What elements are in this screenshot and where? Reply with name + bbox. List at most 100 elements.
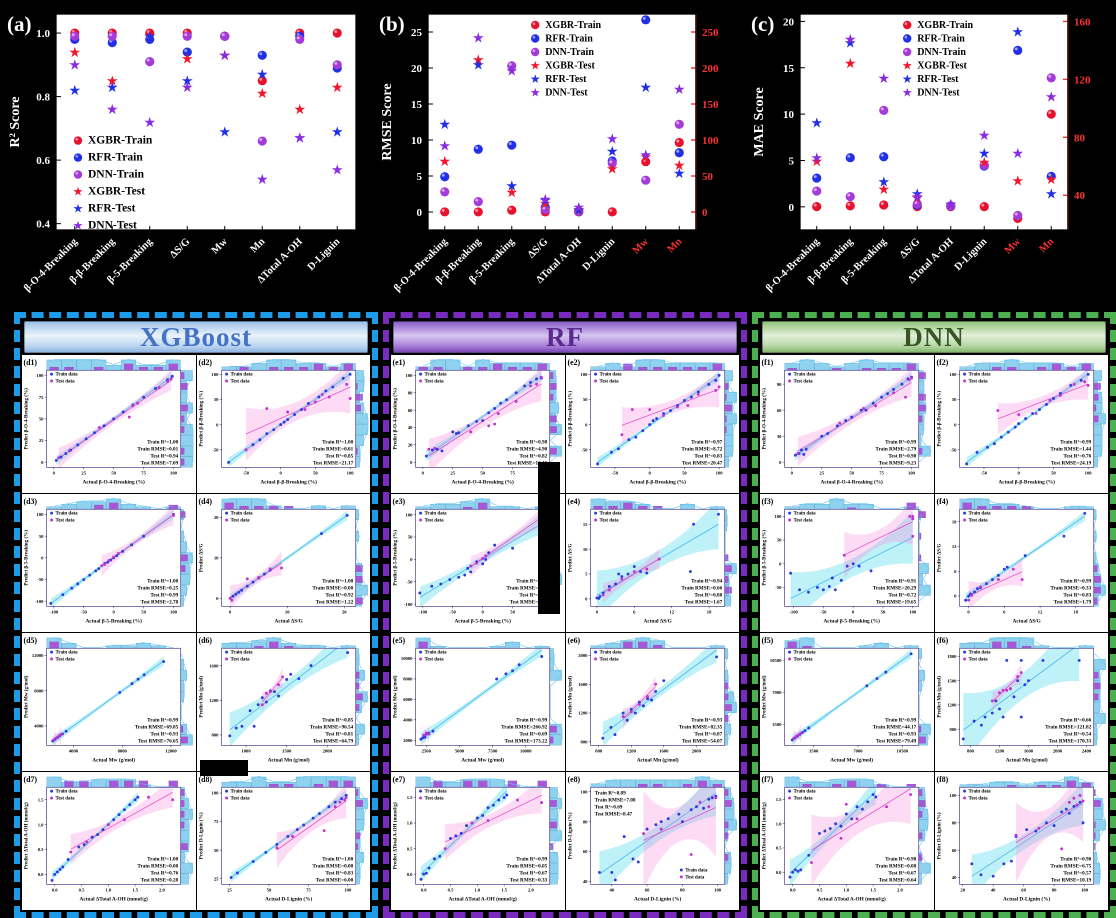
train-point bbox=[142, 673, 146, 677]
x-tick: 25 bbox=[227, 889, 232, 894]
data-point-star: ★ bbox=[639, 148, 652, 164]
test-point bbox=[601, 593, 605, 597]
data-point-star: ★ bbox=[438, 138, 451, 154]
test-point bbox=[117, 552, 120, 555]
data-point-circle bbox=[812, 186, 822, 196]
y-tick: 25 bbox=[213, 877, 218, 882]
stats-line: Test R²=0.99 bbox=[519, 593, 547, 599]
test-point bbox=[57, 734, 61, 738]
train-point bbox=[448, 578, 452, 581]
x-tick: 3500 bbox=[809, 750, 819, 755]
test-point bbox=[320, 392, 324, 396]
test-point bbox=[264, 691, 268, 695]
y-tick: 40 bbox=[951, 876, 956, 881]
y-axis-label: MAE Score bbox=[752, 87, 767, 156]
train-point bbox=[1006, 430, 1010, 434]
test-point bbox=[166, 380, 169, 383]
train-point bbox=[422, 872, 426, 876]
test-point bbox=[1081, 799, 1084, 803]
y-tick: -50 bbox=[212, 448, 219, 453]
stats-line: Test RMSE=8.47 bbox=[594, 811, 632, 817]
train-point bbox=[661, 412, 665, 415]
legend-label: RFR-Test bbox=[917, 74, 959, 85]
train-point bbox=[245, 584, 249, 588]
y-tick: 40 bbox=[582, 880, 587, 885]
train-point bbox=[251, 860, 255, 863]
data-point-star: ★ bbox=[572, 202, 585, 218]
y-tick: 20 bbox=[408, 444, 413, 449]
y-tick: 60 bbox=[777, 409, 782, 414]
test-point bbox=[268, 567, 272, 571]
panel-r2-score: 0.4 0.6 0.8 1.0 β-O-4-Breaking β-β-Breaking β-… bbox=[4, 4, 370, 304]
parity-plot-d8: 25 50 75 100 25 50 75 100 Train data Test data Tra… bbox=[196, 772, 370, 910]
stats-line: Train RMSE=0.66 bbox=[681, 586, 722, 592]
train-point bbox=[864, 408, 868, 412]
legend-label: Test data bbox=[230, 519, 250, 524]
y-tick: 1.5 bbox=[776, 798, 782, 803]
subplot-label: (f4) bbox=[936, 497, 948, 506]
x-tick: 75 bbox=[510, 472, 515, 477]
r2-score-chart: 0.40.60.81.0β-O-4-Breakingβ-β-Breakingβ-… bbox=[4, 4, 370, 304]
train-point bbox=[641, 704, 645, 708]
y-axis-label: Predict ΔS/G bbox=[567, 544, 573, 573]
train-point bbox=[869, 569, 873, 573]
x-tick: 1200 bbox=[626, 750, 636, 755]
x-tick: 20 bbox=[341, 611, 346, 616]
y-tick: 0 bbox=[417, 207, 423, 219]
stats-line: Test RMSE=0.28 bbox=[141, 877, 179, 883]
y-tick: 15 bbox=[411, 99, 423, 111]
train-point bbox=[449, 836, 452, 840]
train-point bbox=[621, 711, 625, 715]
stats-line: Test R²=0.69 bbox=[519, 732, 547, 738]
x-tick: 60 bbox=[644, 889, 649, 894]
test-point bbox=[607, 588, 611, 592]
train-point bbox=[985, 445, 989, 449]
train-point bbox=[1052, 824, 1056, 827]
y-tick: 1200 bbox=[578, 712, 588, 717]
y-tick: 20 bbox=[411, 63, 423, 75]
x-tick: 0 bbox=[482, 611, 485, 616]
y-tick: 50 bbox=[213, 398, 218, 403]
data-point-circle bbox=[332, 60, 342, 70]
x-axis-label: Actual Mw (g/mol) bbox=[92, 757, 135, 764]
train-point bbox=[345, 513, 349, 517]
train-point bbox=[633, 711, 637, 715]
train-point bbox=[1059, 810, 1063, 814]
data-point-star: ★ bbox=[181, 80, 194, 96]
x-tick: -50 bbox=[81, 611, 88, 616]
train-point bbox=[975, 587, 979, 591]
data-point-star: ★ bbox=[673, 158, 686, 174]
x-tick: 50 bbox=[141, 611, 146, 616]
x-tick: 1600 bbox=[659, 750, 669, 755]
train-point bbox=[609, 450, 613, 454]
x-tick: 100 bbox=[1084, 472, 1092, 477]
data-point-star: ★ bbox=[472, 52, 485, 68]
data-point-star: ★ bbox=[810, 115, 823, 131]
model-header-rf: RF bbox=[393, 321, 737, 353]
test-point bbox=[539, 375, 543, 379]
data-point-star: ★ bbox=[1011, 24, 1024, 40]
legend-label: Test data bbox=[425, 519, 445, 524]
parity-plot-f8: 20 40 60 80 100 40 60 80 100 Train data Test data T… bbox=[934, 772, 1108, 910]
train-point bbox=[262, 572, 266, 576]
y-tick: 7000 bbox=[772, 691, 782, 696]
train-point bbox=[540, 655, 544, 658]
train-point bbox=[128, 803, 132, 807]
data-point-star: ★ bbox=[844, 56, 857, 72]
test-point bbox=[619, 433, 623, 437]
train-point bbox=[502, 796, 506, 799]
x-tick: 75 bbox=[306, 889, 311, 894]
x-tick: 1.0 bbox=[843, 889, 849, 894]
train-point bbox=[845, 564, 849, 568]
data-point-star: ★ bbox=[877, 175, 890, 191]
svg-text:★: ★ bbox=[902, 86, 913, 100]
stats-line: Train RMSE=44.17 bbox=[873, 725, 917, 731]
stats-line: Test RMSE=21.17 bbox=[313, 460, 354, 466]
train-point bbox=[691, 522, 695, 526]
test-point bbox=[322, 829, 326, 833]
stats-line: Test RMSE=7.09 bbox=[141, 460, 179, 466]
test-point bbox=[268, 690, 272, 694]
train-point bbox=[55, 870, 59, 874]
stats-line: Test R²=0.87 bbox=[694, 732, 722, 738]
